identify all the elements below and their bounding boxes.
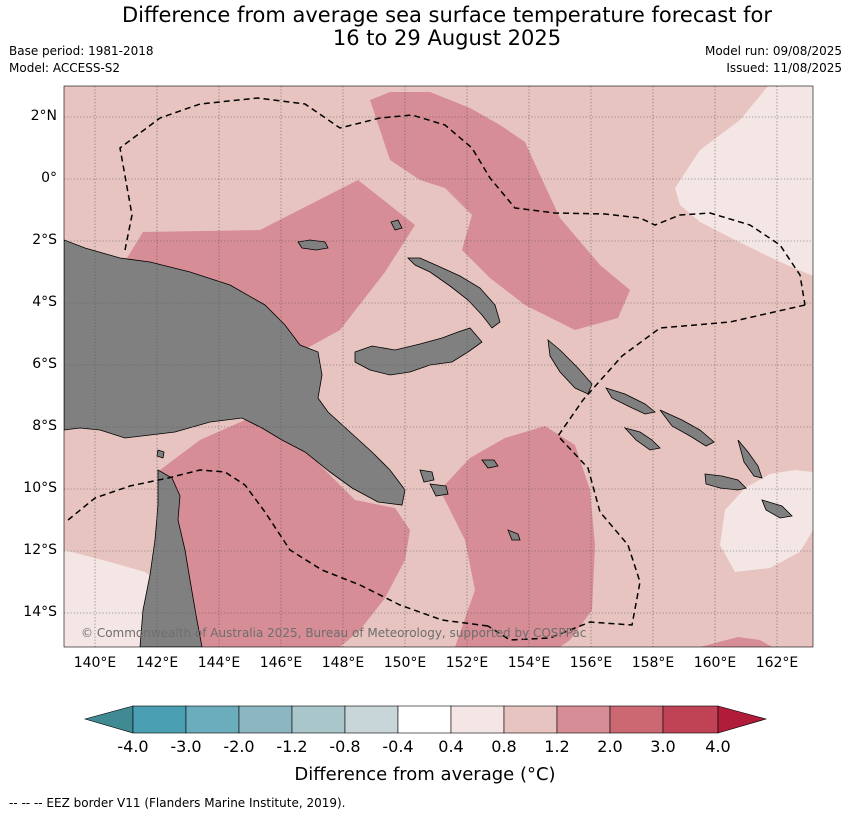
colorbar-bin — [662, 705, 719, 734]
colorbar-label: -4.0 — [117, 737, 149, 756]
lon-tick: 140°E — [73, 655, 117, 671]
colorbar-min-arrow — [83, 705, 134, 734]
land-new-ireland — [407, 257, 501, 329]
anomaly-high-north — [370, 92, 630, 330]
colorbar-bin — [344, 705, 399, 734]
land-normanby — [429, 483, 449, 497]
colorbar-label: -3.0 — [170, 737, 202, 756]
meta-right: Model run: 09/08/2025 Issued: 11/08/2025 — [705, 43, 842, 77]
anomaly-high-southwest — [160, 420, 410, 647]
lon-tick: 154°E — [507, 655, 551, 671]
title-line-1: Difference from average sea surface temp… — [122, 3, 772, 27]
colorbar-label: 4.0 — [705, 737, 731, 756]
eez-borders — [67, 97, 806, 641]
colorbar-label: 2.0 — [597, 737, 623, 756]
lat-tick: 6°S — [32, 356, 57, 372]
lon-tick: 156°E — [569, 655, 613, 671]
lat-tick: 12°S — [23, 542, 57, 558]
land-goodenough — [419, 469, 435, 483]
land-woodlark — [481, 459, 499, 469]
land-solomon-newgeorgia — [623, 427, 661, 451]
colorbar-bin — [450, 705, 505, 734]
eez-legend-note: -- -- -- EEZ border V11 (Flanders Marine… — [9, 796, 346, 810]
land-solomon-isabel — [659, 409, 715, 447]
title-line-2: 16 to 29 August 2025 — [332, 26, 562, 50]
lon-tick: 150°E — [383, 655, 427, 671]
land-solomon-malaita — [737, 439, 763, 479]
lat-tick: 14°S — [23, 604, 57, 620]
colorbar-bin — [291, 705, 346, 734]
lon-tick: 152°E — [445, 655, 489, 671]
colorbar-label: 0.8 — [491, 737, 517, 756]
lon-tick: 162°E — [755, 655, 799, 671]
colorbar-label: 3.0 — [650, 737, 676, 756]
colorbar-label: 0.4 — [438, 737, 464, 756]
colorbar-bin — [556, 705, 611, 734]
lat-tick: 4°S — [32, 294, 57, 310]
eez-png-east — [487, 304, 806, 641]
colorbar-bin — [503, 705, 558, 734]
colorbar-bin — [609, 705, 664, 734]
land-australia-cape-york — [139, 469, 203, 647]
copyright-credit: © Commonwealth of Australia 2025, Bureau… — [81, 626, 587, 640]
land-torres-island — [156, 449, 165, 459]
base-period: Base period: 1981-2018 — [9, 44, 154, 58]
lat-tick: 2°S — [32, 232, 57, 248]
map-body — [64, 86, 813, 647]
lon-tick: 160°E — [693, 655, 737, 671]
lat-tick: 2°N — [30, 108, 57, 124]
colorbar-label: -0.8 — [329, 737, 361, 756]
lon-tick: 148°E — [321, 655, 365, 671]
lat-tick: 8°S — [32, 418, 57, 434]
colorbar-max-arrow — [717, 705, 768, 734]
colorbar-label: -1.2 — [276, 737, 308, 756]
land-lihir — [390, 219, 403, 231]
eez-png-north — [119, 97, 806, 306]
colorbar — [83, 705, 768, 734]
colorbar-bin — [397, 705, 452, 734]
model-name: Model: ACCESS-S2 — [9, 61, 121, 75]
land-solomon-choiseul — [605, 387, 656, 415]
land-masses — [64, 219, 793, 647]
lon-tick: 142°E — [135, 655, 179, 671]
colorbar-bin — [132, 705, 187, 734]
anomaly-light-southeast — [720, 470, 813, 572]
colorbar-title: Difference from average (°C) — [294, 764, 556, 785]
issued-date: Issued: 11/08/2025 — [726, 61, 842, 75]
land-new-britain — [354, 327, 483, 376]
colorbar-bin — [185, 705, 240, 734]
graticule — [64, 86, 813, 647]
colorbar-label: 1.2 — [544, 737, 570, 756]
colorbar-label: -0.4 — [382, 737, 414, 756]
map-frame — [63, 85, 814, 648]
land-rossel — [507, 529, 521, 541]
lat-tick: 10°S — [23, 480, 57, 496]
lon-tick: 144°E — [197, 655, 241, 671]
map-title: Difference from average sea surface temp… — [0, 4, 850, 50]
land-manus — [297, 239, 329, 251]
colorbar-bin — [238, 705, 293, 734]
lon-tick: 158°E — [631, 655, 675, 671]
model-run: Model run: 09/08/2025 — [704, 44, 842, 58]
anomaly-high-northwest — [127, 180, 415, 352]
meta-left: Base period: 1981-2018 Model: ACCESS-S2 — [9, 43, 154, 77]
colorbar-label: -2.0 — [223, 737, 255, 756]
anomaly-light-northeast — [675, 86, 813, 276]
lon-tick: 146°E — [259, 655, 303, 671]
anomaly-high-southeast-corner — [700, 637, 772, 647]
lat-tick: 0° — [41, 170, 57, 186]
